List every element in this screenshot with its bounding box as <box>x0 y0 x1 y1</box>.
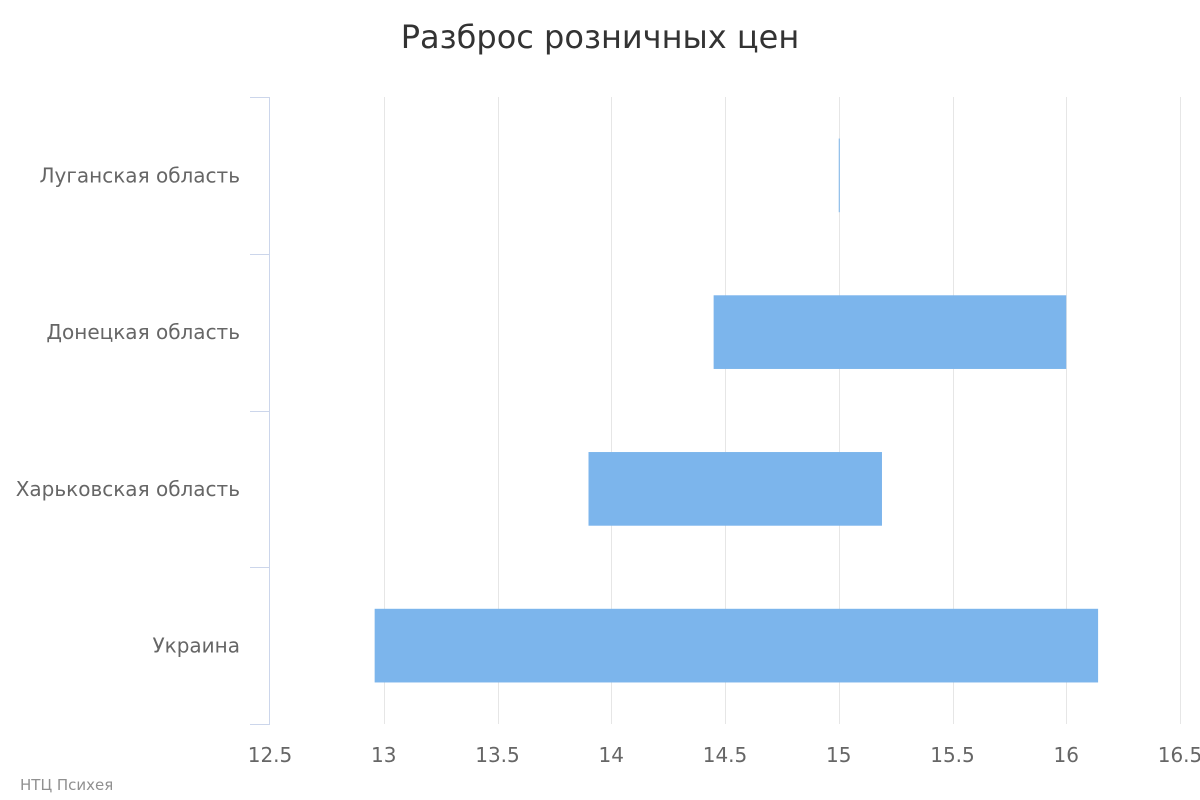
category-label: Луганская область <box>40 163 240 187</box>
x-tick-label: 15 <box>826 743 851 767</box>
x-tick-label: 15.5 <box>930 743 975 767</box>
range-bar[interactable] <box>838 138 840 213</box>
range-bar[interactable] <box>374 608 1099 683</box>
chart-title: Разброс розничных цен <box>401 18 800 56</box>
x-tick-label: 16.5 <box>1158 743 1200 767</box>
category-label: Донецкая область <box>46 320 240 344</box>
category-labels: Луганская область Донецкая область Харьков… <box>16 163 240 657</box>
category-axis <box>250 97 270 725</box>
range-bar[interactable] <box>588 452 882 526</box>
bars <box>374 138 1099 683</box>
x-tick-label: 14 <box>599 743 624 767</box>
x-tick-label: 16 <box>1054 743 1079 767</box>
category-label: Украина <box>152 634 240 658</box>
x-tick-label: 13.5 <box>475 743 520 767</box>
x-tick-label: 12.5 <box>248 743 293 767</box>
x-tick-label: 13 <box>371 743 396 767</box>
range-bar[interactable] <box>713 295 1067 369</box>
credits-text[interactable]: НТЦ Психея <box>20 776 113 794</box>
x-tick-label: 14.5 <box>703 743 748 767</box>
category-label: Харьковская область <box>16 477 240 501</box>
value-axis-labels: 12.5 13 13.5 14 14.5 15 15.5 16 16.5 <box>248 743 1200 767</box>
